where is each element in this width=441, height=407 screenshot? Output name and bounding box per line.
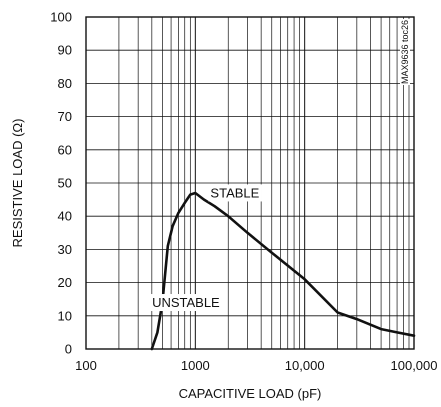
figure-id-background <box>400 18 410 86</box>
region-label-text: UNSTABLE <box>152 295 220 310</box>
y-tick-label: 20 <box>58 275 72 290</box>
y-tick-label: 40 <box>58 209 72 224</box>
y-tick-label: 70 <box>58 109 72 124</box>
x-axis-label: CAPACITIVE LOAD (pF) <box>179 386 322 401</box>
plot-frame <box>85 16 415 350</box>
y-tick-label: 10 <box>58 308 72 323</box>
label-background <box>150 294 223 312</box>
stability-boundary-line <box>150 191 416 351</box>
region-labels: STABLE UNSTABLE <box>150 184 262 312</box>
y-tick-label: 60 <box>58 142 72 157</box>
y-tick-label: 0 <box>65 342 72 357</box>
x-tick-label: 100 <box>75 358 97 373</box>
figure-id-label: MAX9636 toc26 <box>400 20 410 84</box>
y-tick-label: 90 <box>58 43 72 58</box>
x-tick-label: 1000 <box>181 358 210 373</box>
region-label-stable: STABLE <box>208 184 262 202</box>
region-label-unstable: UNSTABLE <box>150 294 223 312</box>
region-label-text: STABLE <box>210 185 259 200</box>
y-tick-label: 30 <box>58 242 72 257</box>
y-tick-label: 50 <box>58 176 72 191</box>
grid <box>86 17 414 349</box>
y-axis-label: RESISTIVE LOAD (Ω) <box>10 119 25 248</box>
y-tick-label: 80 <box>58 76 72 91</box>
tick-labels: 0 10 20 30 40 50 60 70 80 90 100 100 1000 10,000 100,0… <box>50 10 437 374</box>
x-tick-label: 10,000 <box>285 358 325 373</box>
x-tick-label: 100,000 <box>391 358 438 373</box>
label-background <box>208 184 262 202</box>
y-tick-label: 100 <box>50 10 72 25</box>
